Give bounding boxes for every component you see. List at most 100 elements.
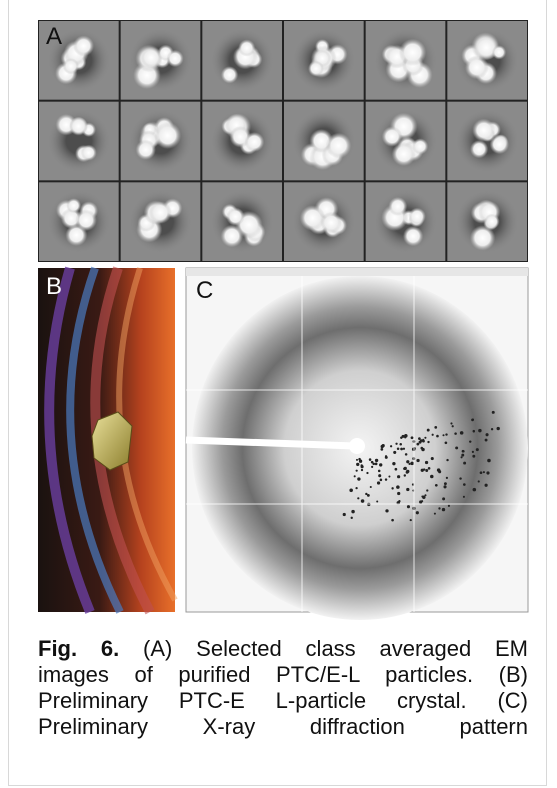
particle-density bbox=[388, 197, 407, 216]
spot bbox=[421, 469, 424, 472]
particle-density bbox=[75, 209, 97, 231]
spot bbox=[486, 433, 489, 436]
panel-label: C bbox=[196, 277, 213, 304]
spot bbox=[403, 468, 405, 470]
spot bbox=[434, 513, 436, 515]
spot bbox=[359, 460, 362, 463]
spot bbox=[434, 426, 437, 429]
spot bbox=[442, 497, 445, 500]
spot bbox=[448, 505, 450, 507]
spot bbox=[487, 459, 491, 463]
spot bbox=[435, 484, 438, 487]
spot bbox=[375, 463, 378, 466]
spot bbox=[343, 513, 346, 516]
spot bbox=[361, 465, 364, 468]
em-class-average bbox=[121, 21, 201, 100]
particle-density bbox=[408, 208, 425, 225]
spot bbox=[416, 443, 419, 446]
spot bbox=[367, 494, 370, 497]
spot bbox=[492, 411, 495, 414]
spot bbox=[424, 437, 426, 439]
spot bbox=[385, 509, 388, 512]
spot bbox=[397, 475, 400, 478]
spot bbox=[356, 470, 358, 472]
spot bbox=[351, 510, 354, 513]
caption-text: (A) Selected class averaged EM bbox=[143, 636, 528, 661]
em-class-average bbox=[284, 102, 364, 181]
spot bbox=[391, 519, 394, 522]
spot bbox=[425, 469, 428, 472]
spot bbox=[461, 454, 464, 457]
spot bbox=[393, 451, 396, 454]
particle-density bbox=[244, 132, 264, 152]
spot bbox=[486, 471, 489, 474]
em-class-average bbox=[284, 21, 364, 100]
spot bbox=[372, 463, 375, 466]
em-class-average bbox=[447, 21, 527, 100]
spot bbox=[442, 434, 444, 436]
particle-density bbox=[308, 61, 324, 77]
spot bbox=[370, 486, 372, 488]
caption-text: Preliminary X-ray diffraction pattern bbox=[38, 714, 528, 739]
spot bbox=[388, 476, 390, 478]
spot bbox=[463, 483, 466, 486]
particle-density bbox=[66, 198, 81, 213]
spot bbox=[351, 517, 353, 519]
figure: A B C bbox=[0, 0, 557, 630]
spot bbox=[395, 443, 397, 445]
spot bbox=[378, 474, 381, 477]
caption-text: images of purified PTC/E-L particles. (B… bbox=[38, 662, 528, 687]
spot bbox=[391, 487, 393, 489]
spot bbox=[361, 469, 363, 471]
particle-density bbox=[403, 226, 423, 246]
caption-line: Preliminary PTC-E L-particle crystal. (C… bbox=[38, 688, 528, 714]
spot bbox=[476, 448, 479, 451]
em-class-average bbox=[39, 102, 119, 181]
em-class-average bbox=[447, 182, 527, 261]
spot bbox=[371, 466, 373, 468]
spot bbox=[469, 440, 471, 442]
spot bbox=[444, 482, 447, 485]
spot bbox=[410, 519, 412, 521]
spot bbox=[455, 446, 458, 449]
particle-density bbox=[73, 35, 94, 56]
spot bbox=[416, 511, 419, 514]
spot bbox=[459, 477, 461, 479]
particle-density bbox=[136, 140, 156, 160]
spot bbox=[378, 470, 381, 473]
spot bbox=[385, 455, 387, 457]
spot bbox=[462, 450, 464, 452]
spot bbox=[460, 431, 464, 435]
particle-density bbox=[238, 39, 255, 56]
particle-density bbox=[492, 45, 506, 59]
em-class-average bbox=[202, 21, 282, 100]
caption-text: Preliminary PTC-E L-particle crystal. (C… bbox=[38, 688, 528, 713]
spot bbox=[446, 459, 448, 461]
spot bbox=[380, 479, 383, 482]
particle-density bbox=[221, 225, 244, 248]
spot bbox=[397, 447, 400, 450]
em-class-average bbox=[284, 182, 364, 261]
spot bbox=[432, 434, 434, 436]
spot bbox=[416, 459, 419, 462]
spot bbox=[369, 458, 372, 461]
particle-density bbox=[81, 145, 97, 161]
spot bbox=[395, 468, 398, 471]
spot bbox=[445, 433, 447, 435]
spot bbox=[355, 487, 357, 489]
spot bbox=[438, 470, 441, 473]
spot bbox=[357, 477, 360, 480]
spot bbox=[377, 481, 380, 484]
spot bbox=[454, 432, 457, 435]
spot bbox=[461, 456, 463, 458]
spot bbox=[425, 461, 428, 464]
spot bbox=[427, 441, 429, 443]
spot bbox=[376, 500, 378, 502]
spot bbox=[491, 428, 493, 430]
spot bbox=[410, 462, 414, 466]
spot bbox=[349, 489, 353, 493]
particle-density bbox=[166, 50, 183, 67]
spot bbox=[445, 441, 448, 444]
caption-line: Preliminary X-ray diffraction pattern bbox=[38, 714, 528, 740]
page: A B C Fig. 6. (A) Selected class average… bbox=[0, 0, 557, 788]
